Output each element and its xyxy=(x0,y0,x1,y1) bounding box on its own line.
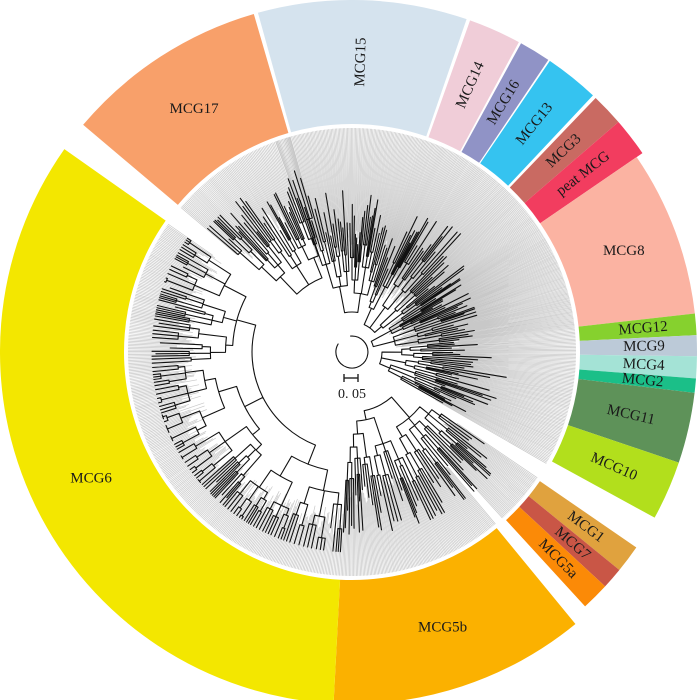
clade-label-mcg12: MCG12 xyxy=(618,319,668,339)
clade-sector-mcg3 xyxy=(509,97,619,204)
clade-sector-mcg9 xyxy=(579,335,697,357)
clade-label-mcg5b: MCG5b xyxy=(418,620,467,636)
clade-sector-mcg1 xyxy=(528,481,637,571)
clade-sector-mcg5a xyxy=(506,506,606,607)
clade-label-mcg15: MCG15 xyxy=(352,37,369,87)
clade-sector-mcg2 xyxy=(578,369,696,393)
clade-sector-mcg14 xyxy=(428,20,519,152)
clade-sector-mcg4 xyxy=(579,354,697,379)
scale-bar: 0. 05 xyxy=(338,374,366,402)
clade-sector-mcg11 xyxy=(567,379,695,463)
clade-label-mcg6: MCG6 xyxy=(70,471,112,487)
clade-label-mcg2: MCG2 xyxy=(621,371,664,391)
clade-sector-mcg10 xyxy=(551,425,679,518)
clade-sector-mcg16 xyxy=(461,43,549,163)
scale-bar-label: 0. 05 xyxy=(338,387,366,402)
tree-branches xyxy=(151,170,507,553)
clade-sector-mcg7 xyxy=(519,496,620,587)
clade-sector-mcg15 xyxy=(257,0,467,137)
clade-sector-mcg17 xyxy=(83,13,289,205)
clade-label-mcg8: MCG8 xyxy=(603,243,645,259)
clade-sector-mcg12 xyxy=(578,313,697,341)
clade-sector-mcg5b xyxy=(333,528,576,700)
clade-label-mcg17: MCG17 xyxy=(170,101,220,117)
clade-sector-mcg8 xyxy=(540,157,695,327)
clade-sector-mcg13 xyxy=(480,60,593,186)
clade-label-mcg4: MCG4 xyxy=(623,356,666,374)
clade-sector-peat-mcg xyxy=(524,122,643,224)
internal-branches xyxy=(151,170,507,553)
clade-label-mcg9: MCG9 xyxy=(623,338,665,355)
clade-sector-mcg6 xyxy=(0,149,341,700)
